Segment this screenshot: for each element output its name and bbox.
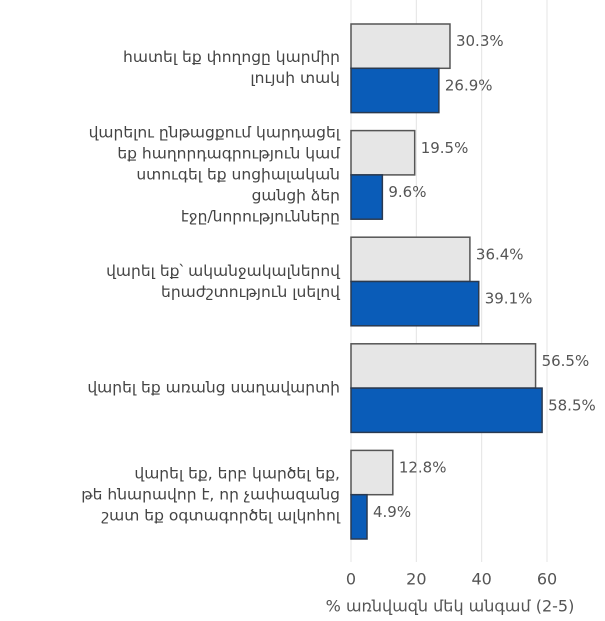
value-label: 36.4% <box>476 245 524 263</box>
category-label: վարելու ընթացքում կարդացել եք հաղորդագրո… <box>88 123 340 226</box>
value-label: 30.3% <box>456 32 504 50</box>
bar <box>350 129 416 176</box>
value-label: 56.5% <box>542 352 590 370</box>
category-label: վարել եք՝ ականջակալներով երաժշտություն լ… <box>106 261 340 301</box>
bar <box>350 387 543 434</box>
bar <box>350 343 537 389</box>
x-axis-label: % առնվազն մեկ անգամ (2-5) <box>326 597 575 616</box>
bar <box>350 174 384 220</box>
value-label: 9.6% <box>388 183 426 201</box>
x-tick-label: 60 <box>537 570 557 589</box>
bar <box>350 493 368 540</box>
bar <box>350 23 451 70</box>
category-label: վարել եք առանց սաղավարտի <box>87 378 340 397</box>
category-label: վարել եք, երբ կարծել եք, թե հնարավոր է, … <box>81 464 340 525</box>
value-label: 19.5% <box>421 139 469 157</box>
bar <box>350 449 394 496</box>
x-tick-label: 40 <box>471 570 491 589</box>
bar <box>350 67 440 114</box>
category-label: հատել եք փողոցը կարմիր լույսի տակ <box>123 48 340 88</box>
value-label: 26.9% <box>445 77 493 95</box>
bar <box>350 236 471 283</box>
value-label: 4.9% <box>373 503 411 521</box>
x-tick-label: 0 <box>346 570 356 589</box>
value-label: 39.1% <box>485 290 533 308</box>
value-label: 12.8% <box>399 459 447 477</box>
value-label: 58.5% <box>548 396 596 414</box>
bar <box>350 280 480 327</box>
x-tick-label: 20 <box>406 570 426 589</box>
